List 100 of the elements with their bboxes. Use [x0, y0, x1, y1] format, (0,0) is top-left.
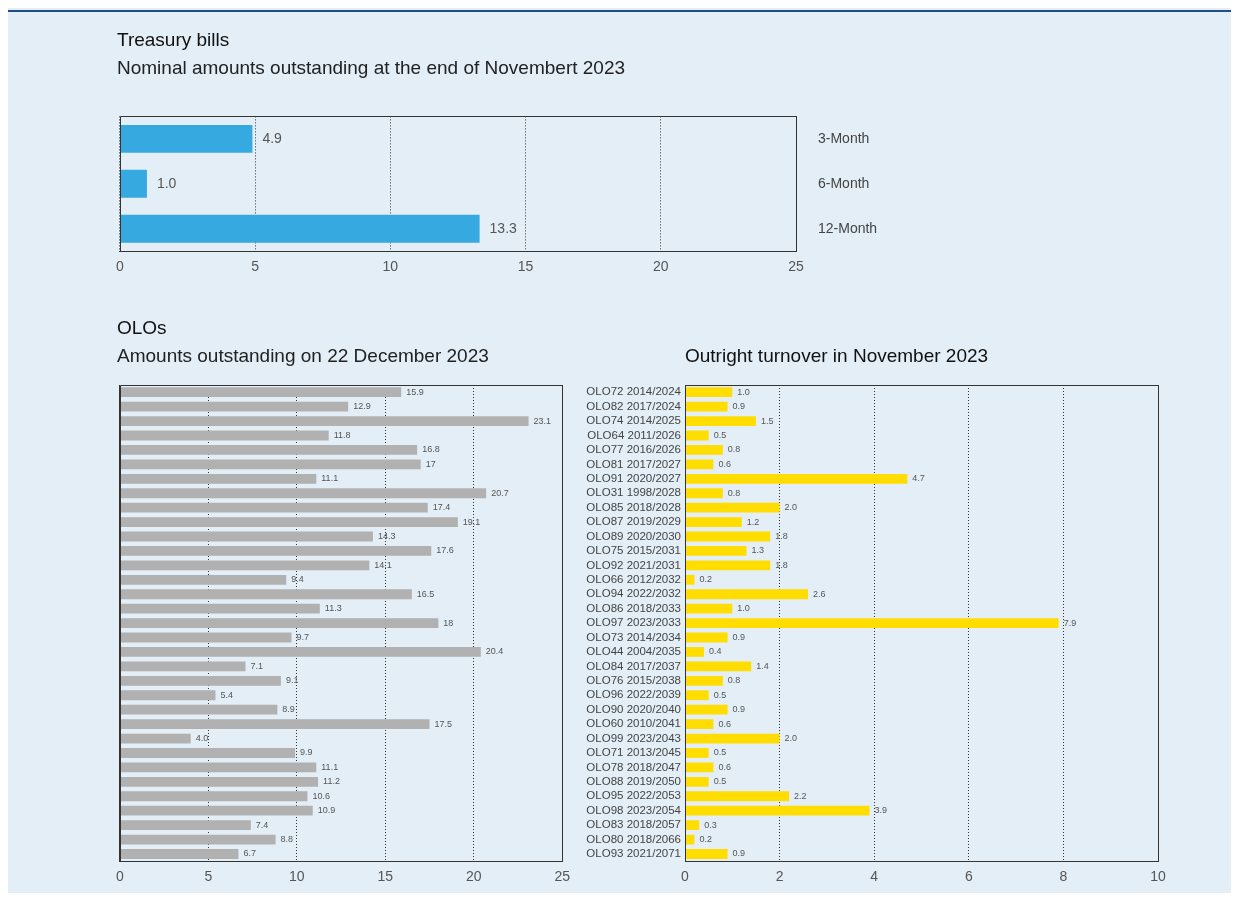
- bar: [120, 618, 439, 629]
- x-tick-label: 10: [1150, 868, 1166, 885]
- data-label: 2.0: [784, 733, 798, 744]
- bar: [685, 401, 728, 412]
- bar: [120, 445, 418, 455]
- bar: [120, 214, 480, 243]
- data-label: 23.1: [533, 415, 552, 426]
- bar: [685, 632, 728, 643]
- chart-title: OLOs: [117, 316, 167, 340]
- data-label: 0.9: [732, 401, 746, 412]
- data-label: 19.1: [462, 516, 481, 527]
- data-label: 0.8: [727, 444, 741, 455]
- data-label: 8.9: [282, 704, 295, 715]
- data-label: 6.7: [243, 848, 256, 859]
- x-tick-label: 20: [652, 258, 669, 275]
- data-label: 4.9: [262, 129, 283, 146]
- bar: [685, 459, 714, 470]
- bar: [120, 416, 529, 426]
- bar: [685, 502, 780, 513]
- data-label: 16.8: [422, 444, 440, 455]
- bar: [685, 560, 771, 571]
- data-label: 9.4: [291, 574, 304, 585]
- data-label: 0.5: [713, 776, 727, 787]
- y-tick-label: OLO98 2023/2054: [586, 803, 682, 816]
- y-tick-label: OLO31 1998/2028: [586, 486, 681, 499]
- bar: [685, 849, 728, 859]
- y-tick-label: OLO90 2020/2040: [586, 702, 681, 715]
- bar: [120, 169, 147, 198]
- bar: [120, 459, 421, 470]
- bar: [685, 430, 709, 441]
- bar: [120, 589, 412, 600]
- data-label: 1.8: [775, 531, 788, 541]
- x-tick-label: 6: [964, 868, 973, 885]
- y-tick-label: OLO72 2014/2024: [586, 385, 682, 398]
- data-label: 0.8: [727, 487, 741, 498]
- bar: [120, 488, 487, 499]
- data-label: 7.9: [1063, 617, 1077, 628]
- y-tick-label: OLO77 2016/2026: [586, 443, 681, 456]
- data-label: 9.7: [296, 632, 310, 643]
- data-label: 0.3: [704, 819, 717, 830]
- bar: [685, 517, 742, 527]
- data-label: 4.0: [195, 733, 209, 744]
- x-tick-label: 5: [251, 258, 260, 275]
- data-label: 8.8: [280, 834, 294, 845]
- y-tick-label: OLO66 2012/2032: [586, 572, 681, 585]
- data-label: 0.9: [732, 848, 746, 859]
- bar: [120, 661, 246, 672]
- chart-title: Outright turnover in November 2023: [685, 344, 989, 368]
- chart-subtitle: Nominal amounts outstanding at the end of Novembert 2023: [117, 56, 626, 80]
- data-label: 11.2: [323, 776, 340, 787]
- data-label: 0.9: [732, 704, 746, 715]
- x-tick-label: 2: [775, 868, 784, 885]
- data-label: 4.7: [912, 473, 925, 484]
- data-label: 0.2: [699, 834, 712, 845]
- data-label: 0.6: [718, 458, 731, 469]
- data-label: 11.1: [321, 473, 339, 484]
- y-tick-label: OLO93 2021/2071: [586, 847, 681, 860]
- data-label: 1.4: [756, 660, 769, 671]
- bar: [685, 488, 723, 499]
- bar: [685, 546, 747, 556]
- bar: [685, 647, 704, 657]
- bar: [685, 762, 714, 773]
- bar: [120, 849, 239, 859]
- bar: [120, 430, 329, 441]
- y-tick-label: OLO80 2018/2066: [586, 832, 681, 845]
- y-tick-label: OLO76 2015/2038: [586, 673, 681, 686]
- x-tick-label: 10: [289, 868, 305, 885]
- bar: [685, 675, 723, 686]
- x-tick-label: 5: [204, 868, 213, 885]
- bar: [120, 517, 458, 527]
- y-tick-label: OLO75 2015/2031: [586, 544, 681, 557]
- x-tick-label: 15: [377, 868, 394, 885]
- bar: [685, 531, 771, 542]
- y-tick-label: OLO96 2022/2039: [586, 688, 681, 701]
- data-label: 10.6: [312, 790, 330, 801]
- data-label: 11.1: [321, 761, 339, 772]
- bar: [120, 762, 317, 773]
- bar: [120, 502, 428, 513]
- bar: [120, 733, 191, 744]
- data-label: 12.9: [353, 401, 371, 412]
- x-tick-label: 8: [1059, 868, 1068, 885]
- y-tick-label: OLO82 2017/2024: [586, 399, 682, 412]
- x-tick-label: 0: [115, 868, 124, 885]
- bar: [685, 661, 752, 672]
- bar: [120, 719, 430, 730]
- data-label: 7.1: [250, 660, 264, 671]
- y-tick-label: OLO71 2013/2045: [586, 746, 681, 759]
- y-tick-label: OLO91 2020/2027: [586, 471, 681, 484]
- bar: [685, 603, 733, 614]
- bar: [685, 574, 695, 585]
- y-tick-label: OLO44 2004/2035: [586, 645, 681, 658]
- data-label: 14.1: [374, 559, 392, 570]
- data-label: 20.7: [491, 487, 509, 498]
- bar: [685, 704, 728, 715]
- y-tick-label: OLO94 2022/2032: [586, 587, 681, 600]
- y-tick-label: 12-Month: [818, 219, 878, 236]
- data-label: 13.3: [489, 219, 518, 236]
- bar: [120, 820, 251, 831]
- data-label: 18: [443, 617, 454, 628]
- y-tick-label: OLO86 2018/2033: [586, 601, 681, 614]
